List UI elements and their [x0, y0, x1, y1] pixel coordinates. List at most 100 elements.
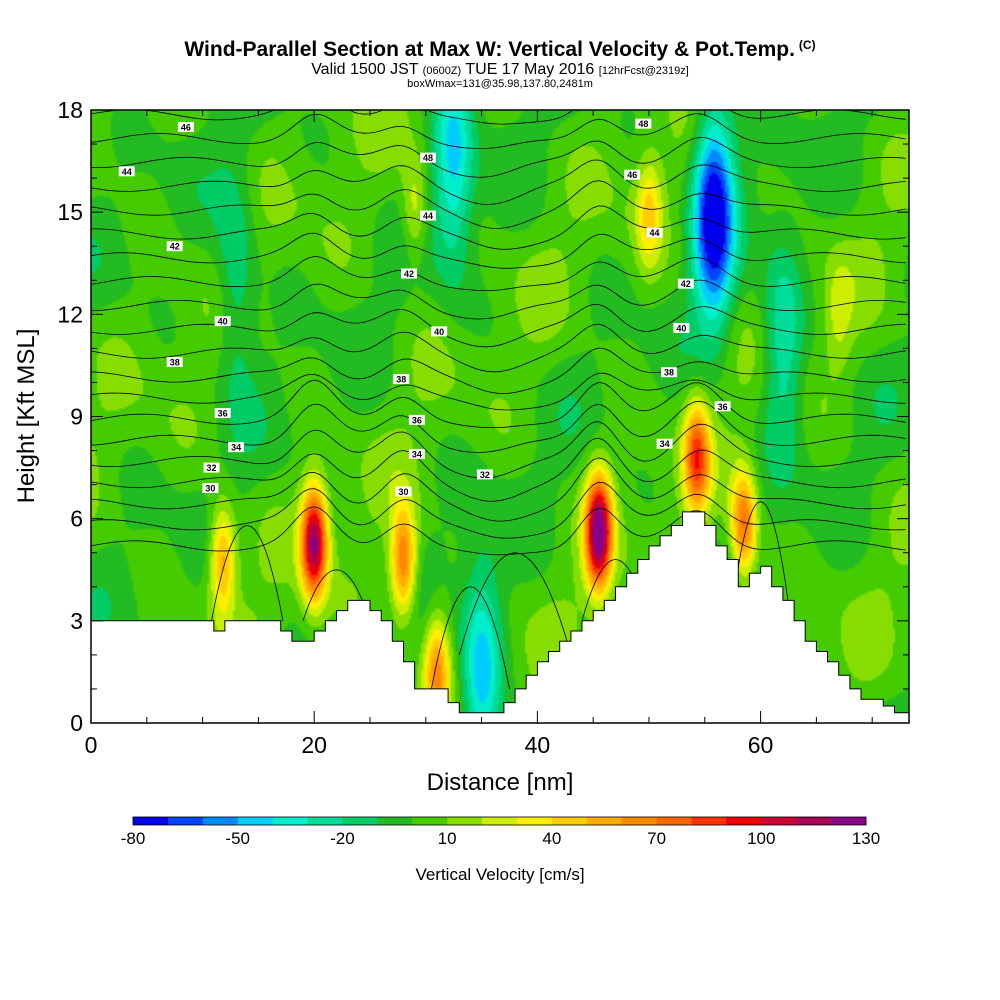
theta-contour-labels: 46 44 42 40 38 36 34 32 30 48 44 42 40 38 36 34 32 30 48 46… [118, 118, 731, 497]
theta-contour-line [91, 0, 906, 35]
contour-label-bg [420, 152, 437, 163]
colorbar-swatch [133, 817, 169, 825]
x-tick-label: 0 [85, 732, 98, 758]
theta-contour-label: 48 [635, 118, 652, 129]
contour-label-text: 42 [404, 269, 414, 279]
contour-label-bg [420, 210, 437, 221]
contour-label-bg [646, 227, 663, 238]
colorbar-tick-label: -20 [330, 829, 355, 848]
contour-label-bg [714, 401, 731, 412]
theta-contour-line [91, 279, 906, 320]
theta-contour-line [302, 569, 371, 621]
colorbar-swatch [237, 817, 274, 825]
contour-label-bg [202, 483, 219, 494]
theta-contour-label: 40 [214, 316, 231, 327]
contour-label-text: 32 [480, 470, 490, 480]
y-tick-label: 12 [57, 301, 83, 327]
contour-label-bg [166, 357, 183, 368]
theta-contour-label: 48 [420, 152, 437, 163]
theta-contour-line [91, 113, 906, 150]
contour-label-bg [624, 169, 641, 180]
theta-contour-line [91, 232, 906, 269]
colorbar-tick-label: 130 [852, 829, 880, 848]
contour-label-text: 30 [398, 487, 408, 497]
colorbar-swatch [551, 817, 588, 825]
contour-label-text: 40 [434, 327, 444, 337]
theta-contour-line [91, 256, 906, 292]
contour-label-bg [177, 122, 194, 133]
colorbar-tick-label: 10 [438, 829, 457, 848]
theta-contour-label: 42 [166, 241, 183, 252]
theta-contour-label: 46 [177, 122, 194, 133]
contour-label-text: 44 [650, 228, 660, 238]
theta-contour-label: 32 [203, 462, 220, 473]
theta-contour-line [91, 372, 906, 411]
colorbar-label: Vertical Velocity [cm/s] [415, 865, 584, 884]
theta-contour-line [91, 180, 906, 229]
contour-label-text: 34 [231, 443, 241, 453]
y-axis-label: Height [Kft MSL] [13, 329, 40, 504]
contour-label-bg [393, 374, 410, 385]
theta-contour-label: 42 [401, 268, 418, 279]
colorbar-swatch [272, 817, 308, 825]
contour-label-text: 48 [638, 119, 648, 129]
chart-subtitle: Valid 1500 JST (0600Z) TUE 17 May 2016 [… [311, 61, 689, 78]
theta-contour-line [91, 137, 906, 178]
contour-label-text: 44 [423, 211, 433, 221]
contour-label-text: 42 [170, 242, 180, 252]
contour-label-text: 38 [170, 358, 180, 368]
contour-label-bg [228, 442, 245, 453]
colorbar-swatch [342, 817, 378, 825]
theta-contour-label: 34 [656, 438, 673, 449]
contour-label-bg [635, 118, 652, 129]
contour-label-bg [656, 438, 673, 449]
contour-label-text: 34 [660, 439, 670, 449]
contour-label-text: 36 [718, 402, 728, 412]
y-tick-label: 6 [70, 506, 83, 532]
theta-contour-label: 46 [624, 169, 641, 180]
contour-label-text: 34 [412, 449, 422, 459]
contour-label-bg [395, 486, 412, 497]
theta-contour-line [91, 159, 906, 205]
terrain [90, 511, 910, 724]
theta-contour-label: 36 [714, 401, 731, 412]
theta-contour-label: 30 [202, 483, 219, 494]
y-tick-label: 18 [57, 97, 83, 123]
colorbar-swatch [621, 817, 657, 825]
theta-contour-line [211, 525, 284, 621]
contour-label-text: 38 [664, 368, 674, 378]
theta-contour-line [91, 457, 906, 522]
colorbar-swatch [516, 817, 553, 825]
theta-contours [91, 0, 906, 689]
colorbar-swatch [586, 817, 623, 825]
theta-contour-line [91, 38, 906, 85]
theta-contour-label: 38 [393, 374, 410, 385]
colorbar-frame [132, 816, 867, 826]
colorbar-swatch [202, 817, 239, 825]
theta-contour-label: 40 [431, 326, 448, 337]
theta-contour-label: 36 [408, 414, 425, 425]
colorbar-tick-label: -50 [225, 829, 250, 848]
theta-contour-label: 42 [677, 278, 694, 289]
theta-contour-line [431, 586, 510, 689]
contour-label-text: 40 [676, 323, 686, 333]
colorbar-swatch [447, 817, 483, 825]
contour-label-bg [214, 408, 231, 419]
colorbar-tick-label: 100 [747, 829, 775, 848]
theta-contour-line [91, 437, 906, 502]
colorbar: -80 -50 -20 10 40 70 100 130 [121, 816, 880, 848]
theta-contour-line [91, 64, 906, 105]
contour-label-bg [476, 469, 493, 480]
contour-label-bg [408, 448, 425, 459]
theta-contour-line [91, 16, 906, 62]
colorbar-swatch [377, 817, 413, 825]
contour-label-bg [677, 278, 694, 289]
theta-contour-label: 38 [661, 367, 678, 378]
colorbar-swatch [167, 817, 204, 825]
contour-label-text: 44 [122, 167, 132, 177]
chart-subtitle-line3: boxWmax=131@35.98,137.80,2481m [407, 78, 593, 90]
theta-contour-label: 30 [395, 486, 412, 497]
x-tick-label: 40 [525, 732, 551, 758]
contour-label-bg [408, 414, 425, 425]
theta-contour-label: 40 [673, 322, 690, 333]
